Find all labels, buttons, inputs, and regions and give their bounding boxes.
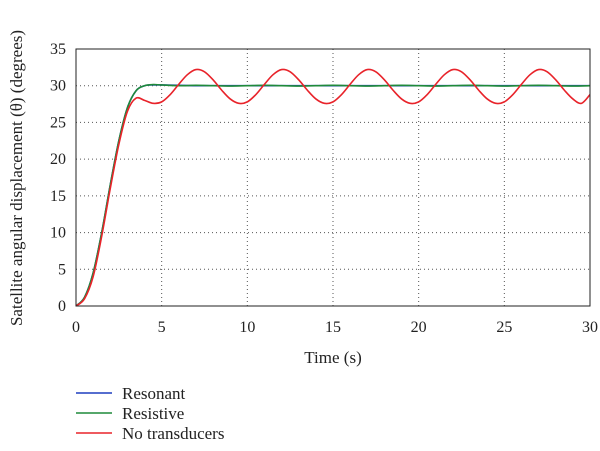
x-tick-label-1: 5: [158, 319, 166, 336]
x-tick-label-2: 10: [239, 319, 255, 336]
y-tick-label-0: 0: [58, 298, 66, 315]
grid: [76, 49, 590, 306]
y-tick-label-7: 35: [50, 41, 66, 58]
x-tick-label-0: 0: [72, 319, 80, 336]
x-tick-labels: 0 5 10 15 20 25 30: [72, 319, 598, 336]
x-tick-label-4: 20: [411, 319, 427, 336]
y-tick-label-6: 30: [50, 78, 66, 95]
x-axis-label: Time (s): [304, 348, 361, 367]
y-tick-labels: 0 5 10 15 20 25 30 35: [50, 41, 66, 315]
y-tick-label-2: 10: [50, 225, 66, 242]
series-line-no-transducers: [75, 68, 591, 307]
x-tick-label-5: 25: [496, 319, 512, 336]
x-tick-label-6: 30: [582, 319, 598, 336]
plot-frame: [75, 48, 591, 307]
legend-label-2: No transducers: [122, 424, 224, 443]
series-lines: [75, 68, 591, 307]
y-tick-label-4: 20: [50, 151, 66, 168]
series-line-resistive: [75, 83, 591, 307]
legend-label-1: Resistive: [122, 404, 184, 423]
legend-label-0: Resonant: [122, 384, 186, 403]
x-tick-label-3: 15: [325, 319, 341, 336]
y-tick-label-1: 5: [58, 261, 66, 278]
y-tick-label-5: 25: [50, 114, 66, 131]
y-tick-label-3: 15: [50, 188, 66, 205]
y-axis-label: Satellite angular displacement (θ) (degr…: [7, 30, 26, 326]
